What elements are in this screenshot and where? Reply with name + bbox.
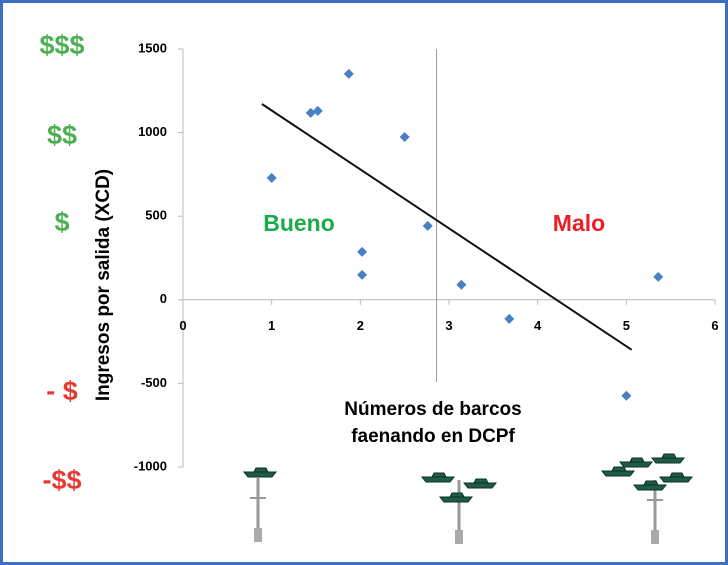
data-point (399, 131, 410, 142)
x-tick-label: 4 (534, 318, 542, 333)
data-point (621, 390, 632, 401)
annotation: Malo (553, 210, 605, 236)
boat-icon (632, 480, 668, 491)
data-point (343, 68, 354, 79)
x-tick-label: 0 (179, 318, 186, 333)
x-axis-title-line: faenando en DCPf (351, 426, 515, 447)
trend-line (261, 103, 633, 351)
data-point (653, 271, 664, 282)
data-point (266, 172, 277, 183)
data-point (456, 279, 467, 290)
x-axis-title: Números de barcos faenando en DCPf (344, 399, 521, 447)
x-tick-label: 3 (445, 318, 452, 333)
boat-icon (650, 453, 686, 464)
boat-icon (658, 472, 694, 483)
data-point (305, 107, 316, 118)
buoy-base (455, 530, 463, 544)
y-tick-label: 1000 (138, 124, 167, 139)
boat-icon (420, 472, 456, 483)
data-point (422, 220, 433, 231)
money-label: -$$ (42, 465, 81, 495)
money-label: - $ (46, 376, 78, 406)
x-tick-label: 1 (268, 318, 275, 333)
x-tick-label: 6 (711, 318, 718, 333)
money-label: $ (54, 207, 69, 237)
y-tick-label: 1500 (138, 40, 167, 55)
y-axis-title: Ingresos por salida (XCD) (93, 169, 114, 401)
buoy-base (254, 528, 262, 542)
data-point (504, 313, 515, 324)
x-tick-label: 5 (623, 318, 630, 333)
money-label: $$$ (39, 30, 84, 60)
annotation: Bueno (263, 210, 335, 236)
money-label: $$ (47, 120, 77, 150)
data-point (357, 269, 368, 280)
buoy-base (651, 530, 659, 544)
y-tick-label: -500 (141, 375, 167, 390)
data-point (357, 246, 368, 257)
y-tick-label: 500 (145, 208, 167, 223)
boat-icon (242, 467, 278, 478)
boat-icon (438, 492, 474, 503)
boat-icon (618, 457, 654, 468)
data-point (312, 105, 323, 116)
x-tick-label: 2 (357, 318, 364, 333)
boat-icon (462, 478, 498, 489)
y-tick-label: -1000 (134, 458, 167, 473)
y-tick-label: 0 (160, 291, 167, 306)
x-axis-title-line: Números de barcos (344, 399, 521, 420)
